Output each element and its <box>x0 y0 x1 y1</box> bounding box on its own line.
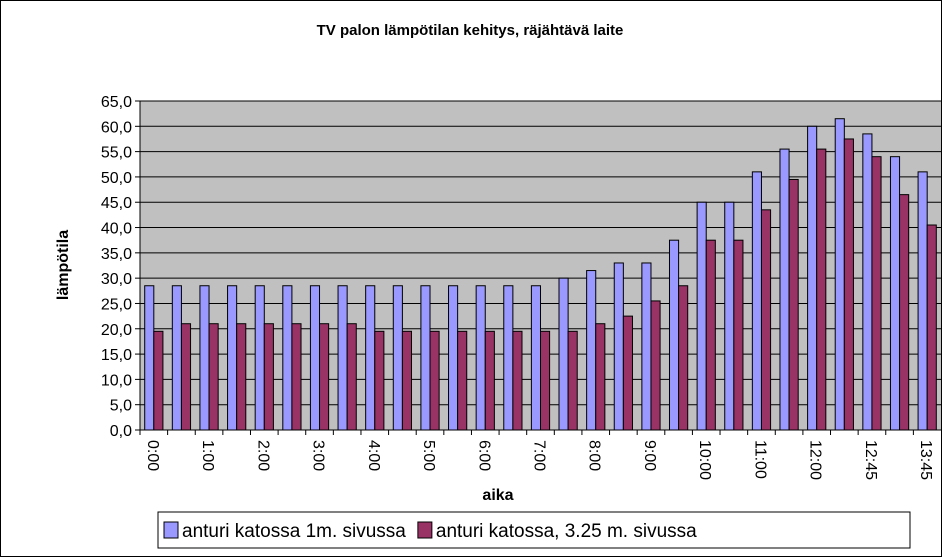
legend-label: anturi katossa 1m. sivussa <box>182 521 406 542</box>
bar <box>843 138 854 431</box>
bar <box>862 133 873 431</box>
bar <box>227 285 238 431</box>
bar <box>346 323 357 431</box>
x-tick-label: 7:00 <box>531 440 548 471</box>
y-tick-label: 65,0 <box>101 94 132 111</box>
y-tick-label: 20,0 <box>101 322 132 339</box>
bar <box>724 201 735 431</box>
x-axis-label: aika <box>482 487 513 504</box>
x-tick-label: 13:45 <box>917 440 934 480</box>
bar <box>788 178 799 431</box>
bar <box>899 194 910 431</box>
bar <box>475 285 486 431</box>
bar <box>512 330 523 431</box>
bar <box>392 285 403 431</box>
x-tick-label: 0:00 <box>144 440 161 471</box>
y-tick-label: 30,0 <box>101 271 132 288</box>
bar <box>144 285 155 431</box>
bar <box>622 315 633 431</box>
bar <box>558 277 569 431</box>
bar <box>199 285 210 431</box>
y-tick-label: 50,0 <box>101 170 132 187</box>
x-tick-label: 4:00 <box>365 440 382 471</box>
bar <box>420 285 431 431</box>
bar <box>567 330 578 431</box>
bar <box>613 262 624 431</box>
bar <box>586 270 597 431</box>
bar <box>871 156 882 431</box>
bar <box>291 323 302 431</box>
x-tick-label: 5:00 <box>420 440 437 471</box>
bar <box>254 285 265 431</box>
bar <box>650 300 661 431</box>
bar <box>779 148 790 431</box>
bar <box>319 323 330 431</box>
bar <box>457 330 468 431</box>
y-axis-label: lämpötila <box>55 230 72 300</box>
bar <box>926 224 937 431</box>
bar <box>816 148 827 431</box>
bar <box>696 201 707 431</box>
y-tick-label: 15,0 <box>101 347 132 364</box>
y-tick-label: 55,0 <box>101 145 132 162</box>
bar <box>540 330 551 431</box>
bar <box>180 323 192 431</box>
x-tick-label: 1:00 <box>199 440 216 471</box>
bar <box>733 239 744 431</box>
x-tick-label: 2:00 <box>254 440 271 471</box>
bar <box>668 239 680 431</box>
bar <box>374 330 385 431</box>
bar <box>641 262 652 431</box>
bar <box>282 285 293 431</box>
y-tick-label: 45,0 <box>101 195 132 212</box>
bar <box>889 156 901 431</box>
x-tick-label: 3:00 <box>310 440 327 471</box>
bar <box>834 118 845 431</box>
bar <box>401 330 413 431</box>
bar <box>807 125 818 431</box>
x-tick-label: 8:00 <box>586 440 603 471</box>
y-tick-label: 25,0 <box>101 296 132 313</box>
bar <box>337 285 348 431</box>
bar <box>595 323 606 431</box>
legend-label: anturi katossa, 3.25 m. sivussa <box>436 521 697 542</box>
legend-swatch <box>163 521 179 539</box>
y-tick-label: 5,0 <box>110 398 132 415</box>
x-tick-label: 10:00 <box>696 440 713 480</box>
legend: anturi katossa 1m. sivussa anturi katossa… <box>157 511 911 549</box>
x-tick-label: 9:00 <box>641 440 658 471</box>
legend-box <box>157 511 911 549</box>
bar <box>208 323 219 431</box>
y-tick-label: 10,0 <box>101 372 132 389</box>
bar <box>153 330 164 431</box>
bar <box>309 285 321 431</box>
legend-swatch <box>417 521 433 539</box>
bar <box>365 285 376 431</box>
x-tick-label: 6:00 <box>475 440 492 471</box>
y-tick-label: 40,0 <box>101 221 132 238</box>
bar <box>263 323 274 431</box>
bar <box>171 285 182 431</box>
x-tick-label: 12:45 <box>862 440 879 480</box>
bar <box>484 330 495 431</box>
bar <box>705 239 716 431</box>
y-tick-label: 60,0 <box>101 119 132 136</box>
x-tick-label: 11:00 <box>751 440 768 479</box>
y-tick-label: 0,0 <box>110 423 132 440</box>
x-tick-label: 12:00 <box>807 440 824 480</box>
bar <box>429 330 440 431</box>
bar <box>917 171 928 431</box>
bar <box>503 285 514 431</box>
chart-title: TV palon lämpötilan kehitys, räjähtävä l… <box>317 22 624 39</box>
bar <box>448 285 459 431</box>
bar <box>760 209 772 431</box>
y-tick-label: 35,0 <box>101 246 132 263</box>
bar <box>530 285 542 431</box>
bar <box>751 171 762 431</box>
bar <box>678 285 689 431</box>
bar <box>236 323 247 431</box>
